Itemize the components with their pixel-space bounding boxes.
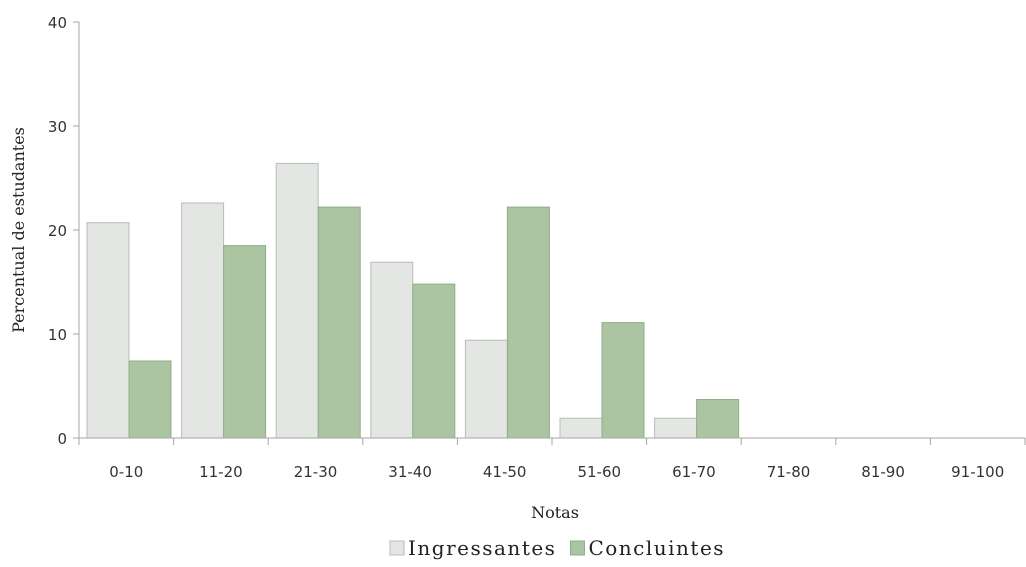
legend-swatch-ingressantes [389, 540, 405, 556]
legend-label-concluintes: Concluintes [588, 536, 725, 560]
x-axis-ticks: 0-10 11-20 21-30 31-40 41-50 51-60 61-70 71-80 8… [78, 438, 1026, 481]
bars-group [86, 162, 740, 439]
x-tick-label: 71-80 [767, 463, 811, 481]
legend-swatch-concluintes [569, 540, 585, 556]
bar-ingressantes-31-40 [370, 261, 414, 439]
x-tick-label: 81-90 [861, 463, 905, 481]
x-tick-label: 21-30 [294, 463, 338, 481]
x-tick-label: 91-100 [951, 463, 1004, 481]
bar-ingressantes-51-60 [559, 417, 603, 439]
bar-ingressantes-41-50 [464, 339, 508, 439]
bar-ingressantes-0-10 [86, 222, 130, 439]
x-tick-label: 41-50 [483, 463, 527, 481]
y-tick-label: 40 [48, 14, 67, 32]
bar-concluintes-31-40 [412, 283, 456, 439]
bar-ingressantes-61-70 [654, 417, 698, 439]
y-tick-label: 0 [57, 430, 67, 448]
y-tick-label: 30 [48, 118, 67, 136]
legend-label-ingressantes: Ingressantes [408, 536, 556, 560]
x-tick-label: 31-40 [388, 463, 432, 481]
bar-concluintes-11-20 [223, 245, 267, 439]
bar-ingressantes-21-30 [275, 162, 319, 439]
x-tick-label: 51-60 [578, 463, 622, 481]
bar-concluintes-41-50 [506, 206, 550, 439]
bar-concluintes-21-30 [317, 206, 361, 439]
x-tick-label: 61-70 [672, 463, 716, 481]
y-tick-label: 20 [48, 222, 67, 240]
x-tick-label: 0-10 [109, 463, 143, 481]
y-axis-ticks: 0 10 20 30 40 [48, 14, 79, 448]
bar-concluintes-61-70 [696, 399, 740, 439]
y-tick-label: 10 [48, 326, 67, 344]
x-axis-title: Notas [531, 503, 579, 522]
legend: Ingressantes Concluintes [389, 536, 725, 560]
bar-concluintes-51-60 [601, 322, 645, 439]
bar-ingressantes-11-20 [181, 202, 225, 439]
x-tick-label: 11-20 [199, 463, 243, 481]
y-axis-title: Percentual de estudantes [9, 127, 28, 333]
bar-concluintes-0-10 [128, 360, 172, 439]
